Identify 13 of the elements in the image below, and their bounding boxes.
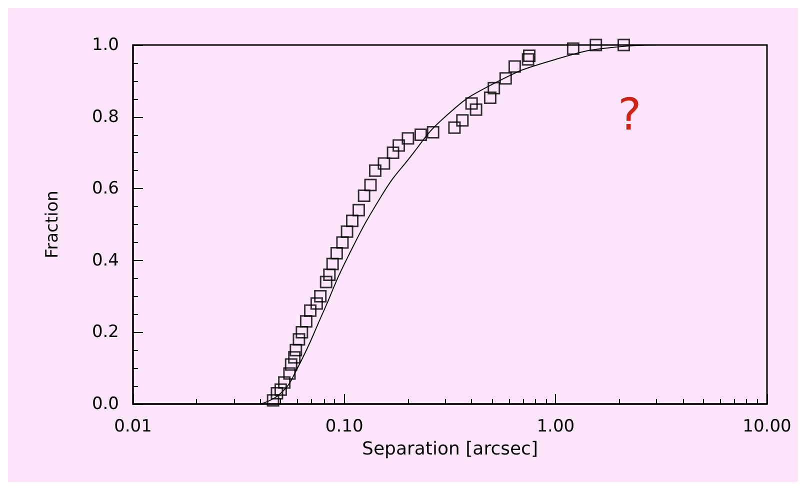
x-tick-label: 0.10 bbox=[325, 416, 364, 436]
annotation: ? bbox=[618, 90, 642, 140]
y-tick-label: 0.2 bbox=[92, 322, 119, 342]
x-axis-title: Separation [arcsec] bbox=[362, 438, 538, 460]
x-tick-label: 10.00 bbox=[742, 416, 792, 436]
y-axis-title: Fraction bbox=[42, 190, 62, 258]
y-tick-label: 0.0 bbox=[92, 394, 119, 414]
x-tick-label: 0.01 bbox=[114, 416, 152, 436]
y-tick-label: 0.8 bbox=[92, 106, 119, 127]
x-tick-label: 1.00 bbox=[536, 416, 575, 436]
y-tick-label: 1.0 bbox=[92, 35, 119, 55]
y-tick-label: 0.4 bbox=[92, 250, 119, 270]
y-tick-label: 0.6 bbox=[92, 178, 119, 199]
